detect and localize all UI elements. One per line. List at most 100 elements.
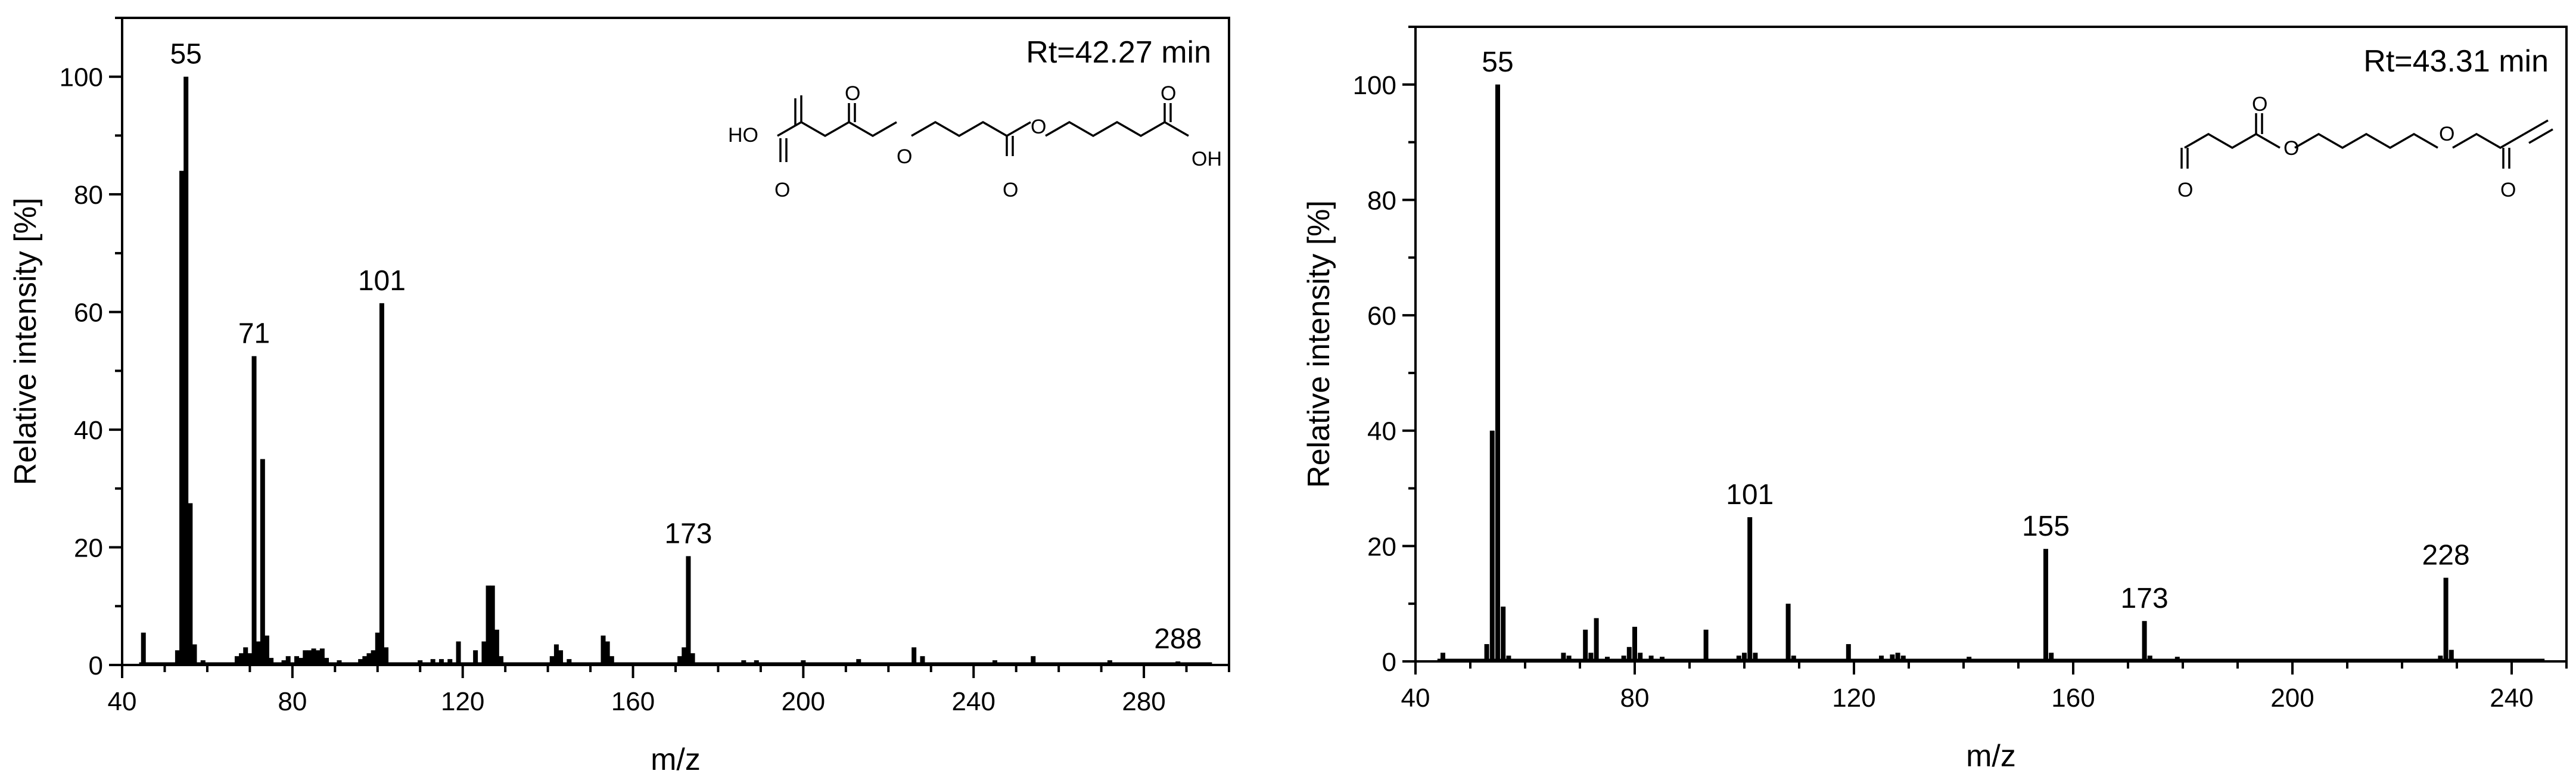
right-peak-bar xyxy=(2142,621,2147,661)
left-peak-bar xyxy=(200,660,206,665)
right-peak-bar xyxy=(1785,604,1791,661)
left-peak-bar xyxy=(303,650,308,665)
left-peak-bar xyxy=(298,658,304,665)
left-peak-bar xyxy=(366,653,372,665)
left-peak-bar xyxy=(801,660,806,665)
left-peak-bar xyxy=(486,585,491,665)
structure-label: O xyxy=(2439,123,2454,145)
left-chart-panel: 40 80 120 160 200 240 280 0 20 40 60 80 100 m/z Relati… xyxy=(8,17,1230,777)
right-peak-bar xyxy=(1791,655,1796,661)
structure-label: O xyxy=(1031,116,1046,138)
left-peak-bar xyxy=(319,648,325,665)
left-peak-bar xyxy=(690,653,695,665)
structure-label: O xyxy=(897,145,912,168)
left-peak-bar xyxy=(741,660,746,665)
right-chart-panel: 40 80 120 160 200 240 0 20 40 60 80 100 m/z Relative … xyxy=(1302,26,2568,773)
structure-label: O xyxy=(774,179,790,201)
left-peak-bar xyxy=(294,656,299,665)
left-peak-bar xyxy=(183,76,189,665)
left-y-tick-label: 0 xyxy=(89,651,103,680)
right-plot-frame xyxy=(1414,26,2568,663)
left-peak-bar xyxy=(358,659,363,665)
left-y-axis-title: Relative intensity [%] xyxy=(8,198,43,486)
right-peak-bar xyxy=(1846,644,1851,661)
left-peak-bar xyxy=(601,635,606,665)
left-peak-bar xyxy=(499,656,504,665)
left-plot-frame xyxy=(121,17,1230,666)
right-retention-time: Rt=43.31 min xyxy=(2363,44,2549,79)
right-peak-bar xyxy=(1506,655,1511,661)
structure-label: HO xyxy=(728,124,758,147)
left-y-tick-label: 60 xyxy=(74,299,103,328)
left-peak-bar xyxy=(447,659,453,665)
structure-label: O xyxy=(2500,179,2516,201)
left-peak-bar xyxy=(234,656,239,665)
right-peak-bar xyxy=(1638,652,1643,661)
structure-label: O xyxy=(845,82,860,105)
right-peak-bar xyxy=(1621,655,1626,661)
left-x-tick-label: 40 xyxy=(108,687,137,716)
left-peak-bar xyxy=(549,656,555,665)
left-peak-label: 71 xyxy=(238,318,270,350)
right-x-tick-label: 80 xyxy=(1620,683,1650,713)
left-x-tick-label: 120 xyxy=(441,687,484,716)
left-peak-bar xyxy=(247,653,253,665)
left-y-tick-label: 100 xyxy=(60,63,103,92)
left-peak-bar xyxy=(251,356,257,665)
right-peak-bar xyxy=(1632,626,1637,661)
right-peak-bar xyxy=(2043,549,2048,661)
right-peak-bar xyxy=(1895,652,1900,661)
right-x-tick-label: 120 xyxy=(1832,683,1875,713)
left-peak-bar xyxy=(192,644,197,665)
right-peak-bar xyxy=(1583,629,1588,661)
right-peak-label: 228 xyxy=(2422,540,2470,571)
left-x-tick-label: 240 xyxy=(952,687,995,716)
right-peak-bar xyxy=(1703,629,1709,661)
right-x-axis-title: m/z xyxy=(1966,739,2016,773)
right-peak-bar xyxy=(1489,430,1495,661)
left-peak-bar xyxy=(754,660,759,665)
right-peak-bar xyxy=(2438,655,2443,661)
left-peak-bar xyxy=(473,650,478,665)
right-peak-bar xyxy=(1967,657,1972,661)
right-peak-bar xyxy=(1484,644,1489,661)
right-y-tick-label: 100 xyxy=(1353,71,1396,100)
left-peak-bar xyxy=(682,647,687,665)
right-x-tick-label: 200 xyxy=(2270,683,2314,713)
right-peak-bar xyxy=(1605,657,1610,661)
right-x-tick-label: 40 xyxy=(1401,683,1430,713)
structure-label: O xyxy=(2283,137,2299,160)
left-peak-bar xyxy=(609,656,614,665)
left-y-tick-label: 80 xyxy=(74,181,103,210)
left-peak-bar xyxy=(307,650,312,665)
right-peak-bar xyxy=(1736,655,1741,661)
left-y-tick-label: 40 xyxy=(74,416,103,445)
left-peak-bar xyxy=(362,656,368,665)
left-peak-bar xyxy=(141,632,146,665)
right-molecule-structure: O O O O O xyxy=(2177,93,2553,201)
right-peak-bar xyxy=(1594,618,1599,661)
left-x-axis-title: m/z xyxy=(651,742,701,777)
left-peak-label: 55 xyxy=(170,39,201,70)
left-peak-label: 288 xyxy=(1154,623,1202,655)
right-peak-label: 155 xyxy=(2022,511,2070,542)
left-peak-bar xyxy=(430,659,435,665)
right-peak-bar xyxy=(1648,655,1654,661)
right-peak-bar xyxy=(1742,652,1747,661)
left-peak-bar xyxy=(324,658,329,665)
right-peak-bar xyxy=(1890,654,1895,661)
left-peak-bar xyxy=(911,647,917,665)
right-peak-label: 101 xyxy=(1726,479,1774,511)
right-peak-bar xyxy=(2174,657,2180,661)
left-peak-bar xyxy=(1107,660,1112,665)
left-peak-bar xyxy=(856,659,861,665)
right-peak-bar xyxy=(1441,652,1445,661)
right-y-tick-label: 20 xyxy=(1367,532,1396,561)
left-peak-bar xyxy=(260,459,265,665)
left-peak-bar xyxy=(456,641,461,665)
left-peak-bar xyxy=(285,656,291,665)
left-peak-bar xyxy=(315,650,321,665)
right-peak-bar xyxy=(1753,652,1758,661)
left-peak-bar xyxy=(558,650,564,665)
